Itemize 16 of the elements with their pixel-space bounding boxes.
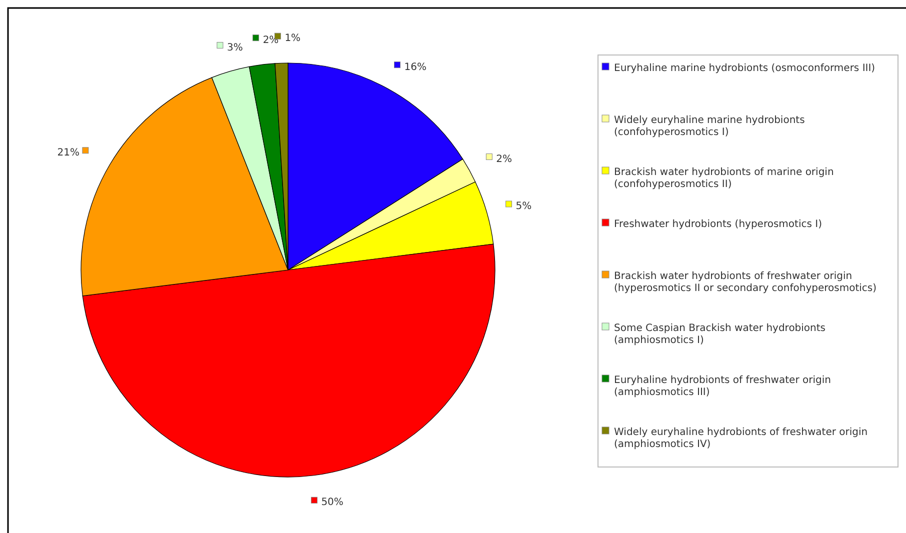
- data-label: 2%: [496, 154, 512, 165]
- data-label: 3%: [226, 42, 243, 54]
- legend-label: Brackish water hydrobionts of freshwater origin (hyperosmotics II or secondary confohyperosmotics): [614, 271, 877, 294]
- legend-label: Freshwater hydrobionts (hyperosmotics I): [614, 219, 822, 230]
- data-label: 5%: [516, 200, 532, 212]
- data-label: 1%: [284, 33, 301, 44]
- legend-label: Some Caspian Brackish water hydrobionts (amphiosmotics I): [614, 323, 826, 346]
- legend-label: Euryhaline marine hydrobionts (osmoconformers III): [614, 63, 876, 74]
- data-label: 21%: [57, 147, 80, 158]
- legend-label: Widely euryhaline hydrobionts of freshwater origin (amphiosmotics IV): [614, 427, 868, 450]
- legend-label: Brackish water hydrobionts of marine origin (confohyperosmotics II): [614, 167, 834, 190]
- data-label: 16%: [404, 62, 426, 73]
- legend-label: Euryhaline hydrobionts of freshwater origin (amphiosmotics III): [614, 375, 831, 398]
- data-label: 2%: [262, 34, 279, 46]
- legend-label: Widely euryhaline marine hydrobionts (confohyperosmotics I): [614, 115, 805, 138]
- data-label: 50%: [321, 497, 344, 508]
